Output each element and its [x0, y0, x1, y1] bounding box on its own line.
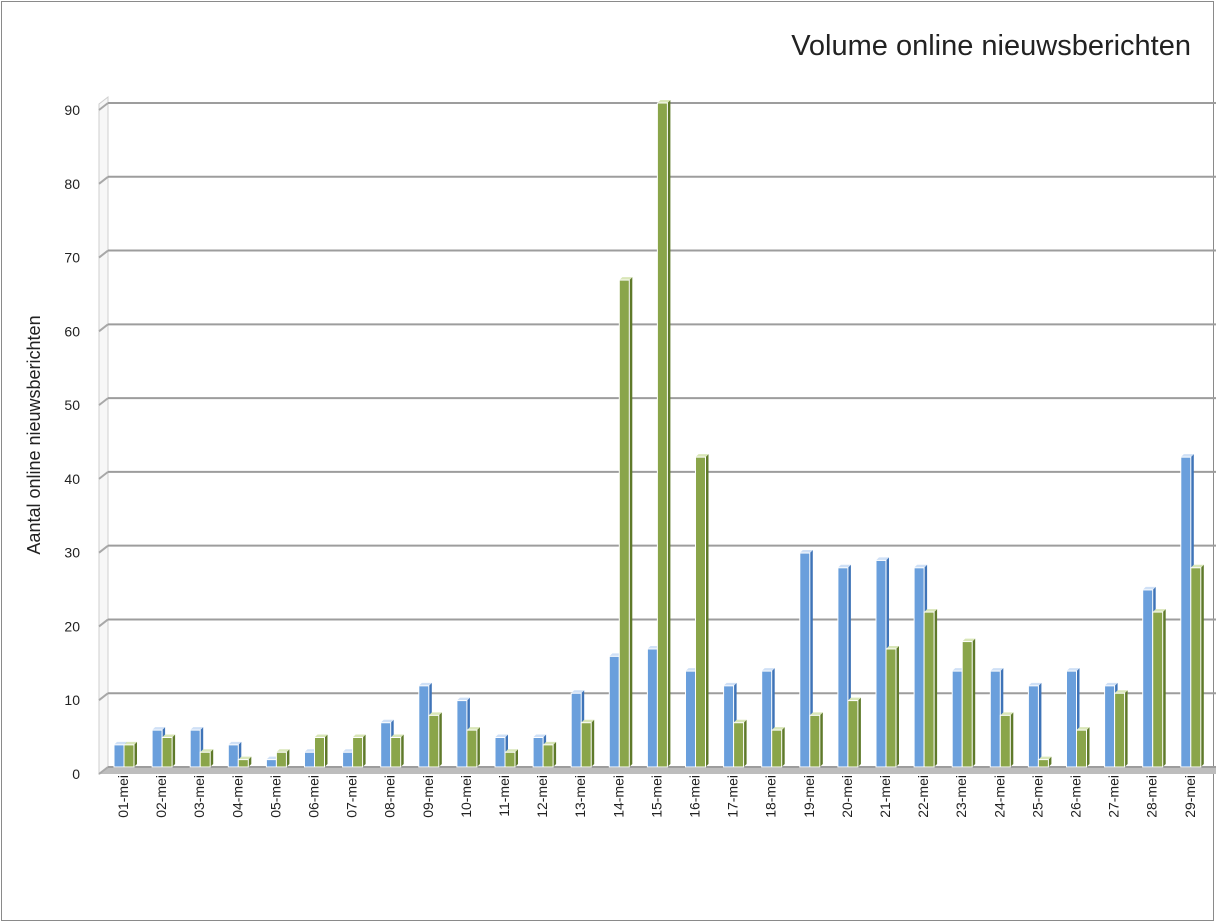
- gridline-depth: [98, 323, 109, 333]
- x-tick-label: 15-mei: [648, 775, 664, 818]
- bar: [314, 734, 328, 768]
- left-wall: [98, 95, 109, 776]
- bar: [1152, 609, 1166, 768]
- y-tick-label: 60: [64, 323, 80, 339]
- bar: [618, 277, 633, 768]
- bar: [275, 749, 290, 768]
- bar: [199, 749, 214, 768]
- x-tick-label: 13-mei: [572, 775, 588, 818]
- y-tick-label: 70: [64, 250, 80, 266]
- gridline-depth: [98, 175, 109, 185]
- bar: [923, 609, 938, 768]
- y-tick-label: 90: [64, 102, 80, 118]
- x-tick-label: 12-mei: [534, 775, 550, 818]
- gridline-depth: [98, 102, 109, 111]
- x-tick-label: 28-mei: [1144, 775, 1160, 818]
- bar: [656, 100, 671, 768]
- gridline-depth: [98, 249, 109, 259]
- bar: [837, 564, 851, 768]
- bar: [428, 712, 442, 768]
- y-tick-label: 10: [64, 692, 80, 708]
- bar: [1037, 756, 1052, 768]
- y-tick-label: 0: [72, 766, 80, 782]
- bar: [999, 712, 1014, 768]
- x-tick-label: 06-mei: [306, 775, 322, 818]
- y-tick-label: 20: [64, 618, 80, 634]
- x-tick-label: 14-mei: [610, 775, 626, 818]
- bar: [771, 727, 785, 768]
- bar: [580, 719, 595, 768]
- bar: [1190, 564, 1204, 768]
- gridline-depth: [98, 692, 109, 702]
- bar: [352, 734, 366, 768]
- y-tick-label: 40: [64, 471, 80, 487]
- bar: [1076, 727, 1090, 768]
- x-tick-label: 27-mei: [1106, 775, 1122, 818]
- bar: [237, 756, 252, 768]
- x-tick-label: 04-mei: [229, 775, 245, 818]
- gridline-depth: [98, 766, 109, 775]
- x-tick-label: 19-mei: [801, 775, 817, 818]
- bar: [1114, 690, 1128, 768]
- bar: [733, 719, 747, 768]
- x-tick-label: 02-mei: [153, 775, 169, 818]
- x-tick-label: 07-mei: [344, 775, 360, 818]
- x-tick-label: 25-mei: [1029, 775, 1045, 818]
- bar: [504, 749, 518, 768]
- x-tick-label: 24-mei: [991, 775, 1007, 818]
- x-tick-label: 09-mei: [420, 775, 436, 818]
- floor: [99, 767, 1216, 774]
- x-tick-label: 29-mei: [1182, 775, 1198, 818]
- x-tick-label: 01-mei: [115, 775, 131, 818]
- x-tick-label: 22-mei: [915, 775, 931, 818]
- bar: [809, 712, 823, 768]
- gridline-depth: [98, 544, 109, 554]
- chart-title: Volume online nieuwsberichten: [791, 30, 1191, 62]
- bar: [390, 734, 404, 768]
- x-tick-label: 18-mei: [763, 775, 779, 818]
- x-tick-label: 11-mei: [496, 775, 512, 817]
- x-tick-label: 03-mei: [191, 775, 207, 818]
- x-tick-label: 10-mei: [458, 775, 474, 818]
- gridline-depth: [98, 471, 109, 480]
- x-tick-label: 16-mei: [687, 775, 703, 818]
- bar: [847, 697, 861, 768]
- bar: [466, 727, 480, 768]
- x-tick-label: 23-mei: [953, 775, 969, 818]
- x-tick-label: 08-mei: [382, 775, 398, 818]
- x-tick-label: 17-mei: [725, 775, 741, 818]
- x-tick-label: 05-mei: [267, 775, 283, 818]
- bar: [799, 550, 813, 768]
- bar: [695, 454, 709, 768]
- bar: [123, 741, 137, 768]
- x-tick-label: 21-mei: [877, 775, 893, 818]
- bar: [161, 734, 176, 768]
- x-tick-label: 20-mei: [839, 775, 855, 818]
- y-tick-label: 30: [64, 545, 80, 561]
- bar: [961, 638, 976, 768]
- bar: [1027, 682, 1042, 768]
- y-tick-label: 50: [64, 397, 80, 413]
- x-tick-label: 26-mei: [1068, 775, 1084, 818]
- gridline-depth: [98, 397, 109, 406]
- bar: [885, 645, 899, 768]
- gridline-depth: [98, 618, 109, 628]
- bar: [542, 741, 557, 768]
- y-axis-title: Aantal online nieuwsberichten: [24, 315, 44, 554]
- y-tick-label: 80: [64, 176, 80, 192]
